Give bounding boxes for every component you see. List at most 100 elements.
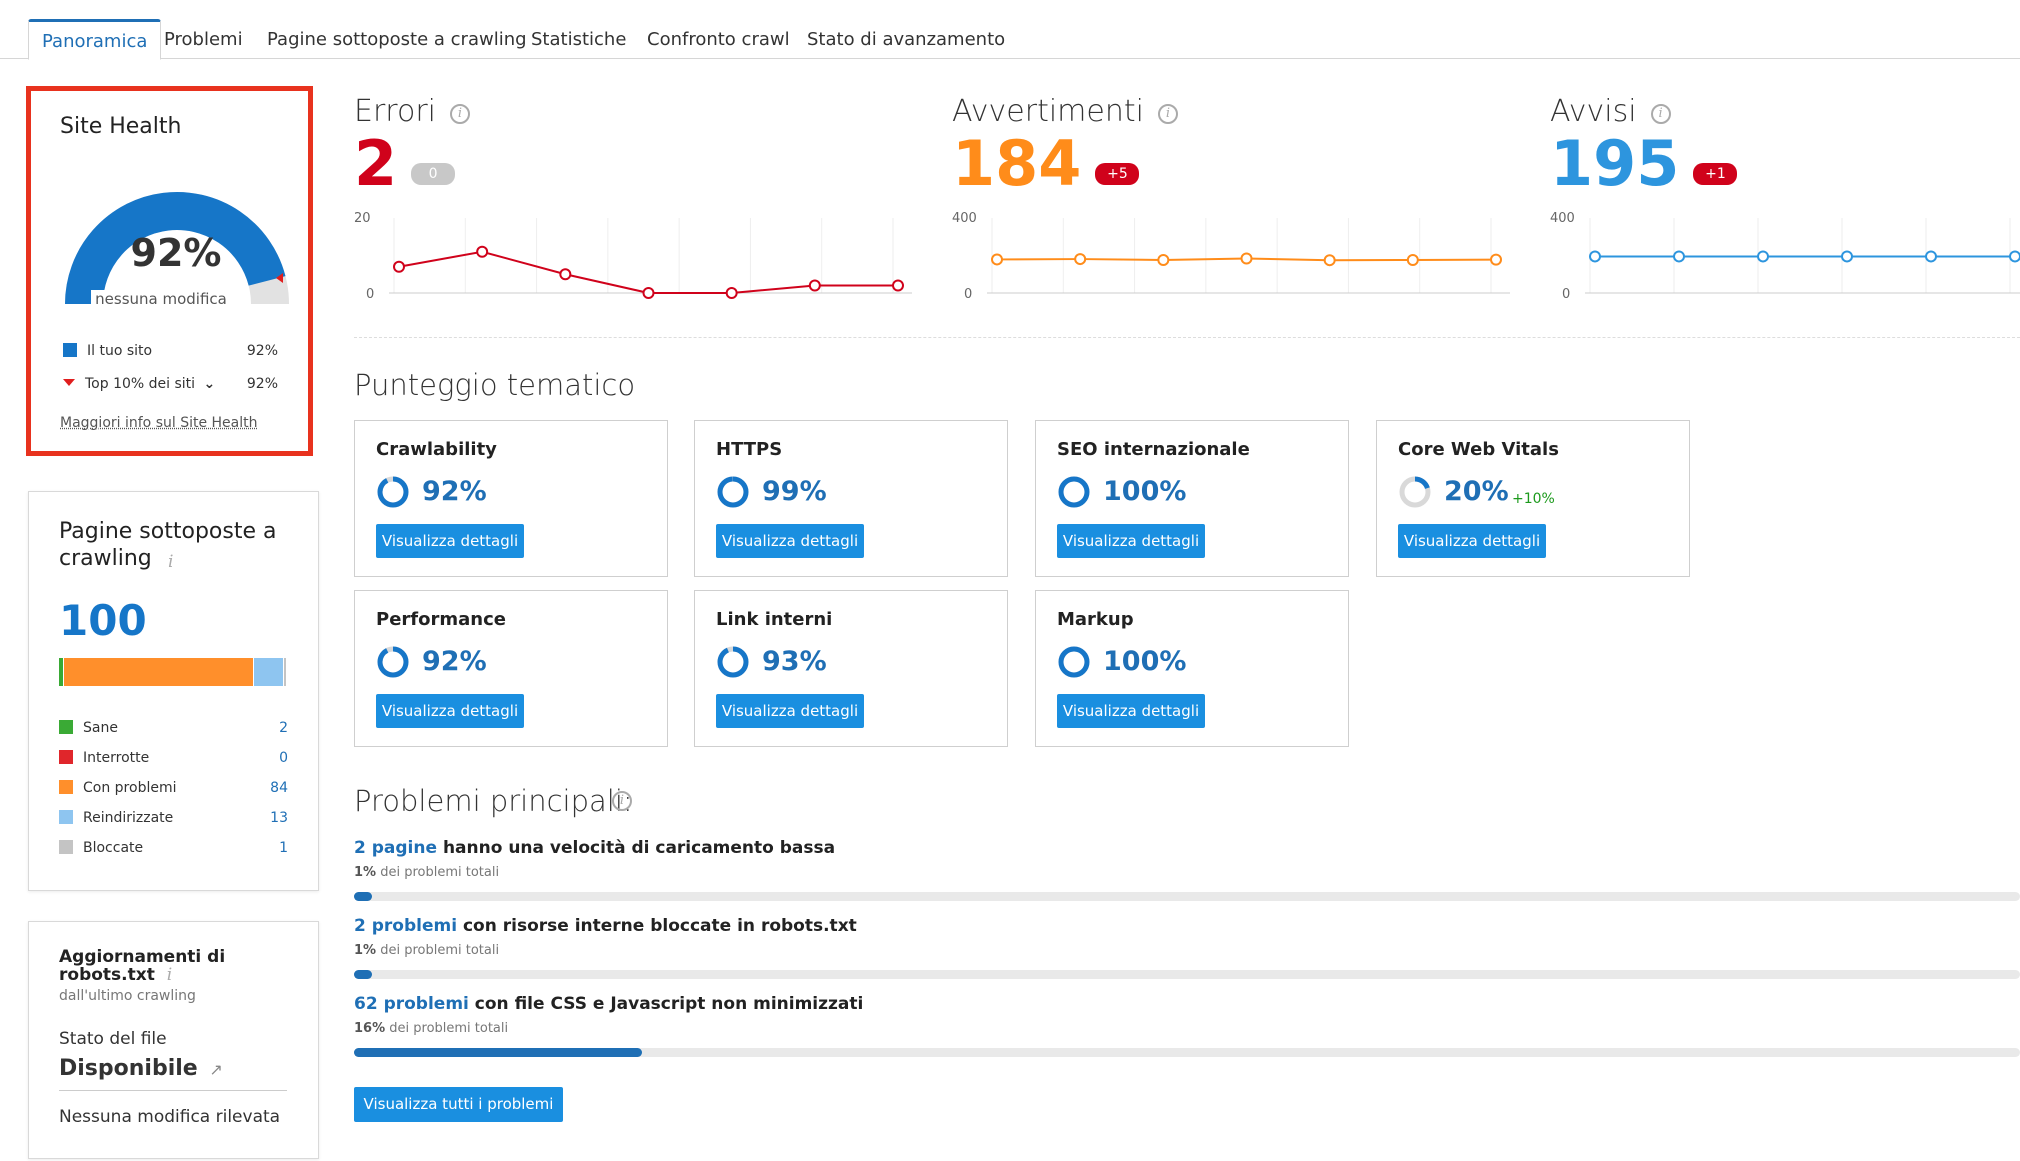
bar-segment-sane: [59, 658, 64, 686]
trend-point[interactable]: [892, 279, 904, 292]
view-details-button[interactable]: Visualizza dettagli: [376, 524, 524, 558]
view-details-button[interactable]: Visualizza dettagli: [1057, 694, 1205, 728]
legend-value[interactable]: 13: [270, 810, 288, 826]
trend-point[interactable]: [1074, 253, 1087, 266]
top10-label: Top 10% dei siti: [85, 376, 196, 392]
robots-subtitle: dall'ultimo crawling: [59, 988, 196, 1004]
crawled-legend-item: Bloccate: [59, 840, 143, 856]
issue-description: con file CSS e Javascript non minimizzat…: [468, 994, 864, 1014]
crawled-legend-item: Reindirizzate: [59, 810, 173, 826]
tab-statistiche[interactable]: Statistiche: [531, 29, 627, 50]
view-details-button[interactable]: Visualizza dettagli: [1398, 524, 1546, 558]
legend-value[interactable]: 2: [279, 720, 288, 736]
issue-count-link[interactable]: 2 problemi: [354, 916, 458, 936]
trend-point[interactable]: [1157, 254, 1170, 266]
axis-min-label: 0: [964, 287, 973, 302]
issue-progress-bar: [354, 1048, 2020, 1057]
metric-value[interactable]: 184: [952, 127, 1082, 200]
trend-point[interactable]: [1925, 250, 1937, 263]
issue-progress-fill: [354, 970, 372, 979]
thematic-card-core-web-vitals: Core Web Vitals 20% +10% Visualizza dettagl…: [1376, 420, 1690, 577]
info-icon[interactable]: i: [612, 791, 632, 811]
trend-point[interactable]: [2009, 250, 2020, 263]
legend-value[interactable]: 84: [270, 780, 288, 796]
trend-point[interactable]: [393, 260, 405, 273]
view-details-button[interactable]: Visualizza dettagli: [716, 524, 864, 558]
tab-pagine-crawling[interactable]: Pagine sottoposte a crawling: [267, 29, 527, 50]
triangle-down-icon: [63, 379, 75, 386]
trend-point[interactable]: [1757, 250, 1769, 263]
trend-point[interactable]: [476, 245, 489, 258]
robots-title-line2: robots.txt: [59, 965, 155, 985]
score-ring-icon: [377, 646, 409, 678]
metric-value[interactable]: 195: [1550, 127, 1680, 200]
score-ring-icon: [1058, 646, 1090, 678]
trend-point[interactable]: [991, 253, 1003, 266]
issue-share-percent: 1%: [354, 943, 377, 958]
trend-point[interactable]: [1673, 250, 1685, 263]
legend-your-site: Il tuo sito: [63, 343, 152, 359]
trend-point[interactable]: [1240, 252, 1253, 265]
crawled-legend-item: Sane: [59, 720, 118, 736]
score-ring-icon: [717, 476, 749, 508]
issue-share: 1% dei problemi totali: [354, 865, 499, 880]
thematic-card-markup: Markup 100% Visualizza dettagli: [1035, 590, 1349, 747]
trend-point[interactable]: [808, 279, 821, 292]
tab-confronto-crawl[interactable]: Confronto crawl: [647, 29, 790, 50]
trend-point[interactable]: [1589, 250, 1601, 263]
tab-stato-avanzamento[interactable]: Stato di avanzamento: [807, 29, 1006, 50]
info-icon[interactable]: i: [450, 104, 470, 124]
bar-segment-reindirizzate: [253, 658, 283, 686]
your-site-swatch: [63, 343, 77, 357]
issue-progress-fill: [354, 892, 372, 901]
info-icon[interactable]: i: [168, 552, 174, 572]
issue-count-link[interactable]: 2 pagine: [354, 838, 438, 858]
legend-value[interactable]: 1: [279, 840, 288, 856]
info-icon[interactable]: i: [1650, 104, 1671, 124]
view-details-button[interactable]: Visualizza dettagli: [376, 694, 524, 728]
axis-min-label: 0: [366, 287, 375, 302]
issue-count-link[interactable]: 62 problemi: [354, 994, 469, 1014]
legend-top10[interactable]: Top 10% dei siti ⌄: [63, 376, 215, 392]
trend-point[interactable]: [725, 287, 738, 299]
legend-value[interactable]: 0: [279, 750, 288, 766]
robots-divider: [59, 1090, 287, 1091]
trend-point[interactable]: [1841, 250, 1853, 263]
view-details-button[interactable]: Visualizza dettagli: [1057, 524, 1205, 558]
info-icon[interactable]: i: [1157, 104, 1178, 124]
metric-value[interactable]: 2: [354, 127, 398, 200]
view-details-button[interactable]: Visualizza dettagli: [716, 694, 864, 728]
crawled-title-line2: crawling: [59, 546, 152, 571]
external-link-icon[interactable]: ↗: [209, 1060, 223, 1079]
score-ring-icon: [1399, 476, 1431, 508]
axis-min-label: 0: [1562, 287, 1571, 302]
your-site-value: 92%: [246, 343, 278, 359]
info-icon[interactable]: i: [166, 965, 173, 985]
trend-point[interactable]: [1490, 253, 1502, 266]
top10-value: 92%: [246, 376, 278, 392]
trend-point[interactable]: [642, 287, 655, 299]
score-ring-icon: [377, 476, 409, 508]
thematic-card-name: Link interni: [716, 609, 833, 630]
view-all-issues-button[interactable]: Visualizza tutti i problemi: [354, 1087, 563, 1122]
axis-max-label: 400: [952, 211, 977, 226]
thematic-card-name: Crawlability: [376, 439, 497, 460]
site-health-percent: 92%: [130, 231, 222, 275]
issue-title: 2 pagine hanno una velocità di caricamen…: [354, 838, 835, 858]
file-state-value[interactable]: Disponibile ↗: [59, 1056, 223, 1081]
site-health-info-link[interactable]: Maggiori info sul Site Health: [60, 415, 258, 431]
trend-point[interactable]: [1406, 254, 1419, 266]
crawled-distribution-bar: [59, 658, 287, 686]
your-site-label: Il tuo sito: [87, 343, 153, 359]
legend-label: Reindirizzate: [83, 810, 174, 826]
tab-problemi[interactable]: Problemi: [164, 29, 243, 50]
issue-title: 62 problemi con file CSS e Javascript no…: [354, 994, 863, 1014]
tab-panoramica[interactable]: Panoramica: [28, 19, 162, 60]
trend-point[interactable]: [1323, 254, 1336, 267]
thematic-card-name: SEO internazionale: [1057, 439, 1250, 460]
legend-swatch: [59, 810, 73, 824]
trend-point[interactable]: [559, 268, 572, 281]
issue-progress-bar: [354, 970, 2020, 979]
chevron-down-icon[interactable]: ⌄: [203, 376, 216, 392]
site-health-status: nessuna modifica: [91, 290, 231, 308]
